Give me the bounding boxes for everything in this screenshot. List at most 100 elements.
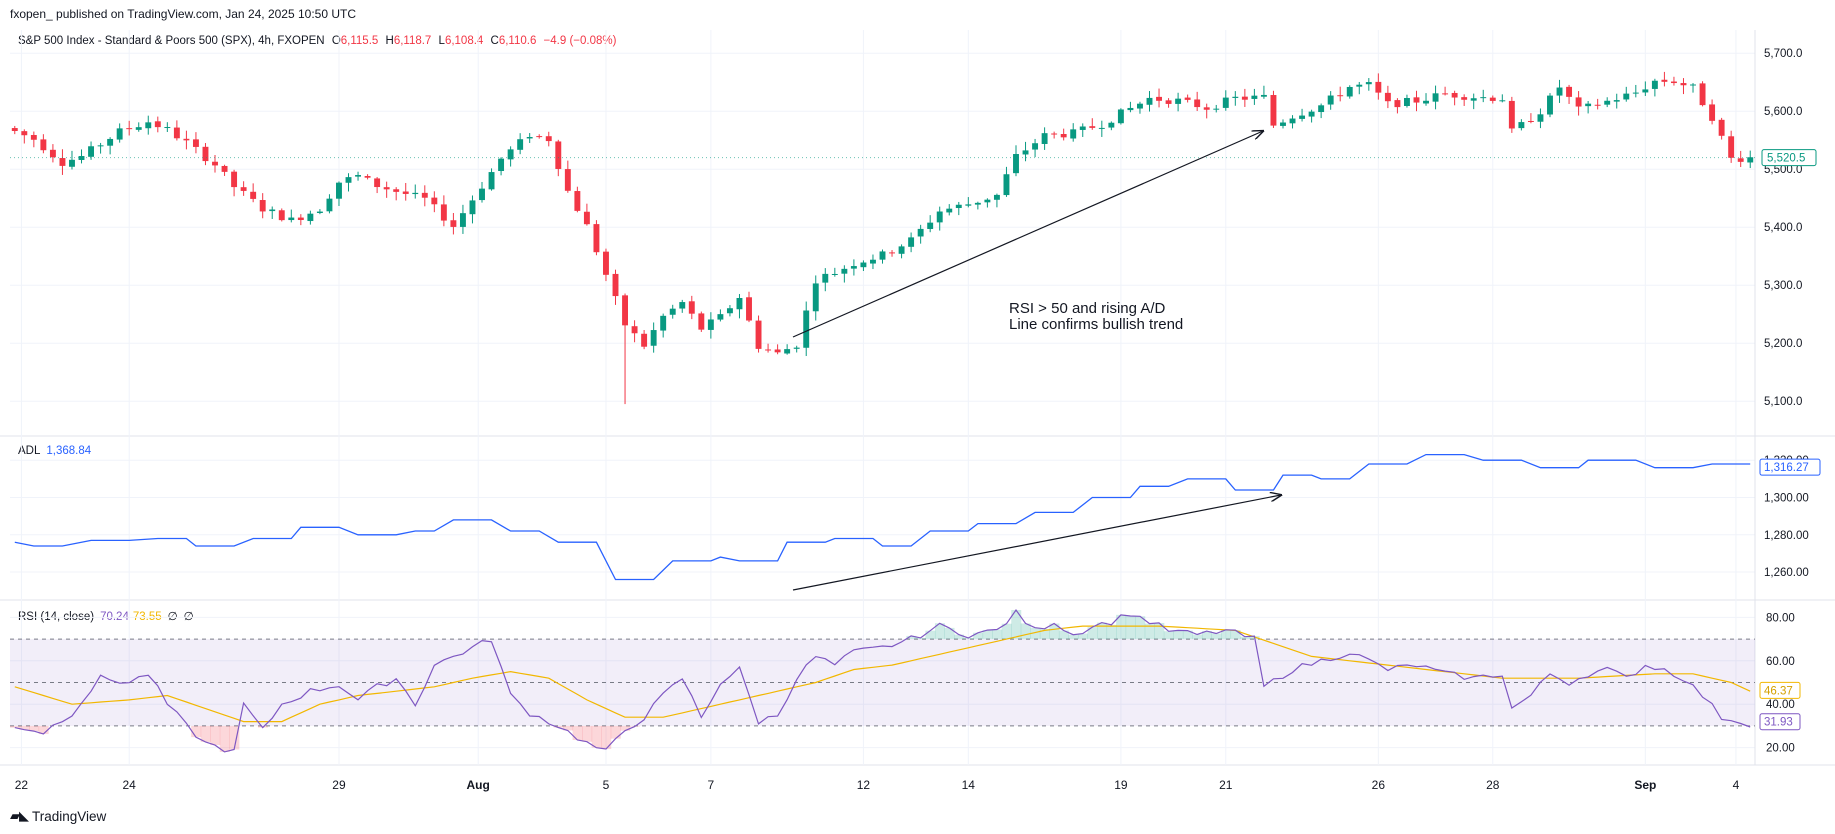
candle-body (1156, 96, 1162, 101)
adl-layer (14, 453, 1751, 581)
candle-body (1604, 100, 1611, 105)
candle-body (1413, 97, 1420, 103)
candle-body (1270, 95, 1277, 126)
time-axis-label: 14 (962, 778, 976, 792)
candle-body (1394, 100, 1401, 108)
rsi-axis-label: 40.00 (1766, 699, 1795, 711)
candle-body (850, 266, 857, 269)
candle-body (1013, 154, 1019, 174)
candle-body (1175, 98, 1182, 104)
candle-body (1699, 83, 1706, 106)
candle-body (1556, 87, 1563, 96)
candle-body (698, 313, 705, 330)
annotation-line-2: Line confirms bullish trend (1009, 316, 1184, 333)
rsi-ma-badge (1759, 681, 1801, 699)
candle-body (1051, 133, 1058, 135)
price-axis-label: 5,600.0 (1764, 106, 1802, 118)
candle-body (526, 137, 533, 139)
rsi-overbought-fill (1049, 623, 1060, 640)
candle-body (1594, 104, 1601, 106)
time-axis-label: 26 (1372, 778, 1386, 792)
candle-body (450, 220, 457, 227)
close-label: C (490, 35, 499, 47)
candle-body (841, 268, 848, 274)
rsi-overbought-fill (1039, 628, 1050, 640)
candle-body (622, 295, 628, 326)
rsi-last-label: 31.93 (1764, 717, 1793, 729)
candle-body (1003, 174, 1010, 196)
candle-body (393, 189, 400, 192)
high-value: 6,118.7 (393, 35, 432, 47)
adl-axis-label: 1,280.00 (1764, 530, 1809, 542)
candle-body (126, 128, 133, 130)
price-axis-label: 5,200.0 (1764, 338, 1802, 350)
candle-body (1241, 96, 1248, 100)
candle-body (1280, 122, 1286, 126)
grid-layer (0, 30, 1835, 766)
price-axis-label: 5,300.0 (1764, 280, 1802, 292)
candle-body (793, 347, 800, 349)
candle-body (440, 204, 447, 221)
candle-body (774, 349, 781, 353)
rsi-oversold-fill (29, 725, 40, 732)
change-value: −4.9 (−0.08%) (543, 35, 617, 47)
candle-body (1747, 157, 1754, 163)
close-value: 6,110.6 (498, 35, 537, 47)
low-value: 6,108.4 (444, 35, 484, 47)
rsi-overbought-fill (992, 629, 1003, 640)
adl-last-badge (1759, 458, 1821, 476)
rsi-line (14, 608, 1751, 753)
time-axis-label: 29 (332, 778, 346, 792)
candle-body (469, 200, 476, 215)
candle-body (1327, 95, 1334, 105)
candle-body (574, 191, 581, 211)
candle-body (259, 200, 266, 212)
rsi-overbought-fill (1011, 610, 1022, 640)
candle-body (1489, 97, 1496, 101)
candle-body (1480, 97, 1487, 99)
candle-body (1585, 103, 1592, 107)
symbol-legend: S&P 500 Index - Standard & Poors 500 (SP… (18, 35, 616, 47)
price-axis-label: 5,100.0 (1764, 396, 1802, 408)
candle-body (336, 182, 342, 199)
rsi-overbought-fill (1077, 633, 1089, 640)
brand[interactable]: ▰◣ TradingView (10, 808, 106, 824)
candle-body (717, 314, 724, 320)
rsi-overbought-fill (973, 632, 984, 640)
candle-body (593, 224, 600, 253)
candle-body (21, 131, 28, 136)
rsi-overbought-fill (1144, 623, 1155, 640)
rsi-overbought-fill (954, 634, 965, 640)
candle-body (498, 158, 505, 172)
candle-body (164, 127, 171, 129)
candle-body (984, 199, 991, 203)
rsi-oversold-fill (210, 725, 221, 746)
rsi-overbought-fill (1116, 614, 1127, 640)
tradingview-logo-icon: ▰◣ (10, 808, 29, 823)
candle-body (583, 211, 590, 225)
rsi-oversold-fill (191, 725, 202, 738)
candle-body (1165, 100, 1172, 104)
candle-body (1651, 80, 1658, 89)
candle-body (860, 262, 867, 268)
rsi-oversold-fill (610, 725, 621, 739)
candle-body (1318, 105, 1325, 113)
rsi-axis-label: 60.00 (1766, 656, 1795, 668)
annotation-line-1: RSI > 50 and rising A/D (1009, 300, 1166, 317)
rsi-oversold-fill (19, 725, 30, 730)
candle-body (431, 197, 438, 205)
candle-body (1203, 107, 1210, 110)
candle-body (107, 138, 114, 146)
candle-body (173, 127, 180, 139)
candle-body (870, 259, 876, 264)
symbol-title: S&P 500 Index - Standard & Poors 500 (SP… (18, 35, 325, 47)
candle-body (40, 139, 47, 151)
rsi-overbought-fill (1001, 623, 1012, 640)
rsi-oversold-fill (601, 725, 612, 750)
time-axis: 22 24 29 Aug 5 7 12 14 19 21 26 28 Sep 4 (15, 778, 1740, 792)
candles-layer (11, 71, 1754, 405)
candle-body (145, 122, 152, 129)
rsi-oversold-fill (582, 725, 593, 742)
rsi-axis-label: 20.00 (1766, 743, 1795, 755)
